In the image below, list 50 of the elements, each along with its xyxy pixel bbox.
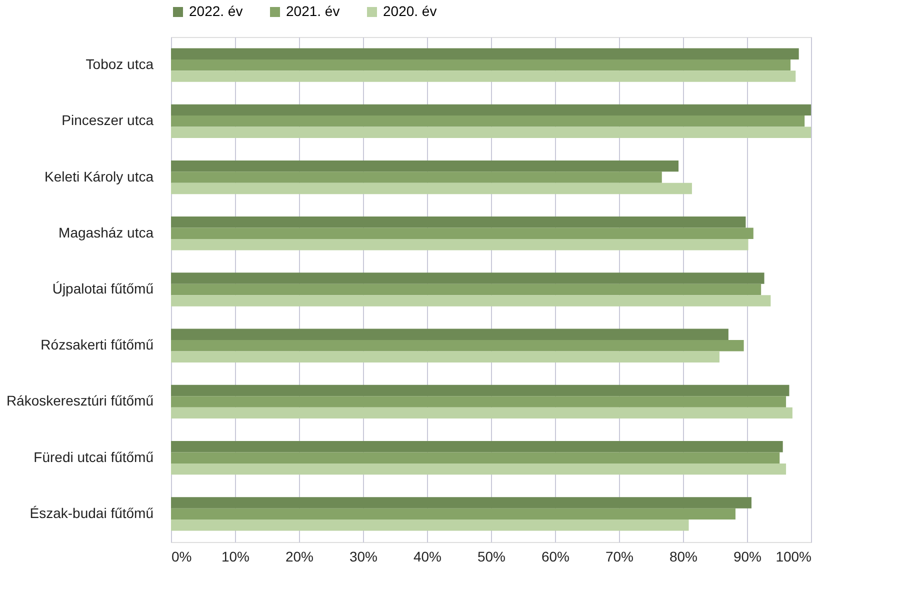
bar <box>171 328 728 340</box>
bar <box>171 351 720 362</box>
bar <box>171 272 764 284</box>
bar <box>171 59 791 71</box>
bar <box>171 239 748 250</box>
bar <box>171 441 783 452</box>
x-tick-label: 20% <box>285 548 314 564</box>
bar <box>171 384 790 396</box>
bar <box>171 508 736 520</box>
legend-label: 2021. év <box>286 3 340 19</box>
bar <box>171 172 662 183</box>
bar <box>171 104 811 116</box>
bar <box>171 228 754 239</box>
y-tick-label: Rákoskeresztúri fűtőmű <box>6 392 154 409</box>
x-tick-label: 70% <box>605 548 634 564</box>
x-tick-label: 100% <box>776 548 812 564</box>
bar <box>171 452 780 464</box>
legend-label: 2022. év <box>189 3 243 19</box>
bar <box>171 116 805 127</box>
bar <box>171 497 752 508</box>
bar <box>171 295 771 306</box>
x-tick-label: 30% <box>349 548 378 564</box>
bar <box>171 284 762 296</box>
bar <box>171 463 786 475</box>
bar <box>171 407 792 419</box>
bar <box>171 520 689 531</box>
y-tick-label: Rózsakerti fűtőmű <box>40 336 154 353</box>
bar <box>171 70 796 82</box>
y-tick-label: Pinceszer utca <box>62 112 154 128</box>
y-tick-label: Füredi utcai fűtőmű <box>34 448 154 465</box>
y-tick-label: Újpalotai fűtőmű <box>52 280 154 296</box>
bar <box>171 182 692 194</box>
y-tick-label: Toboz utca <box>86 56 154 72</box>
legend-label: 2020. év <box>383 3 437 19</box>
x-tick-label: 50% <box>477 548 506 564</box>
bar <box>171 160 679 172</box>
x-tick-label: 80% <box>669 548 698 564</box>
bar <box>171 340 744 352</box>
bar <box>171 216 746 228</box>
x-tick-label: 10% <box>221 548 250 564</box>
bar <box>171 126 811 138</box>
x-tick-label: 90% <box>733 548 762 564</box>
y-tick-label: Keleti Károly utca <box>44 168 154 184</box>
x-tick-label: 40% <box>413 548 442 564</box>
y-tick-label: Magasház utca <box>58 224 154 240</box>
y-tick-label: Észak-budai fűtőmű <box>30 504 154 521</box>
bar <box>171 48 799 60</box>
bar <box>171 396 786 408</box>
x-tick-label: 60% <box>541 548 570 564</box>
x-tick-label: 0% <box>172 548 192 564</box>
